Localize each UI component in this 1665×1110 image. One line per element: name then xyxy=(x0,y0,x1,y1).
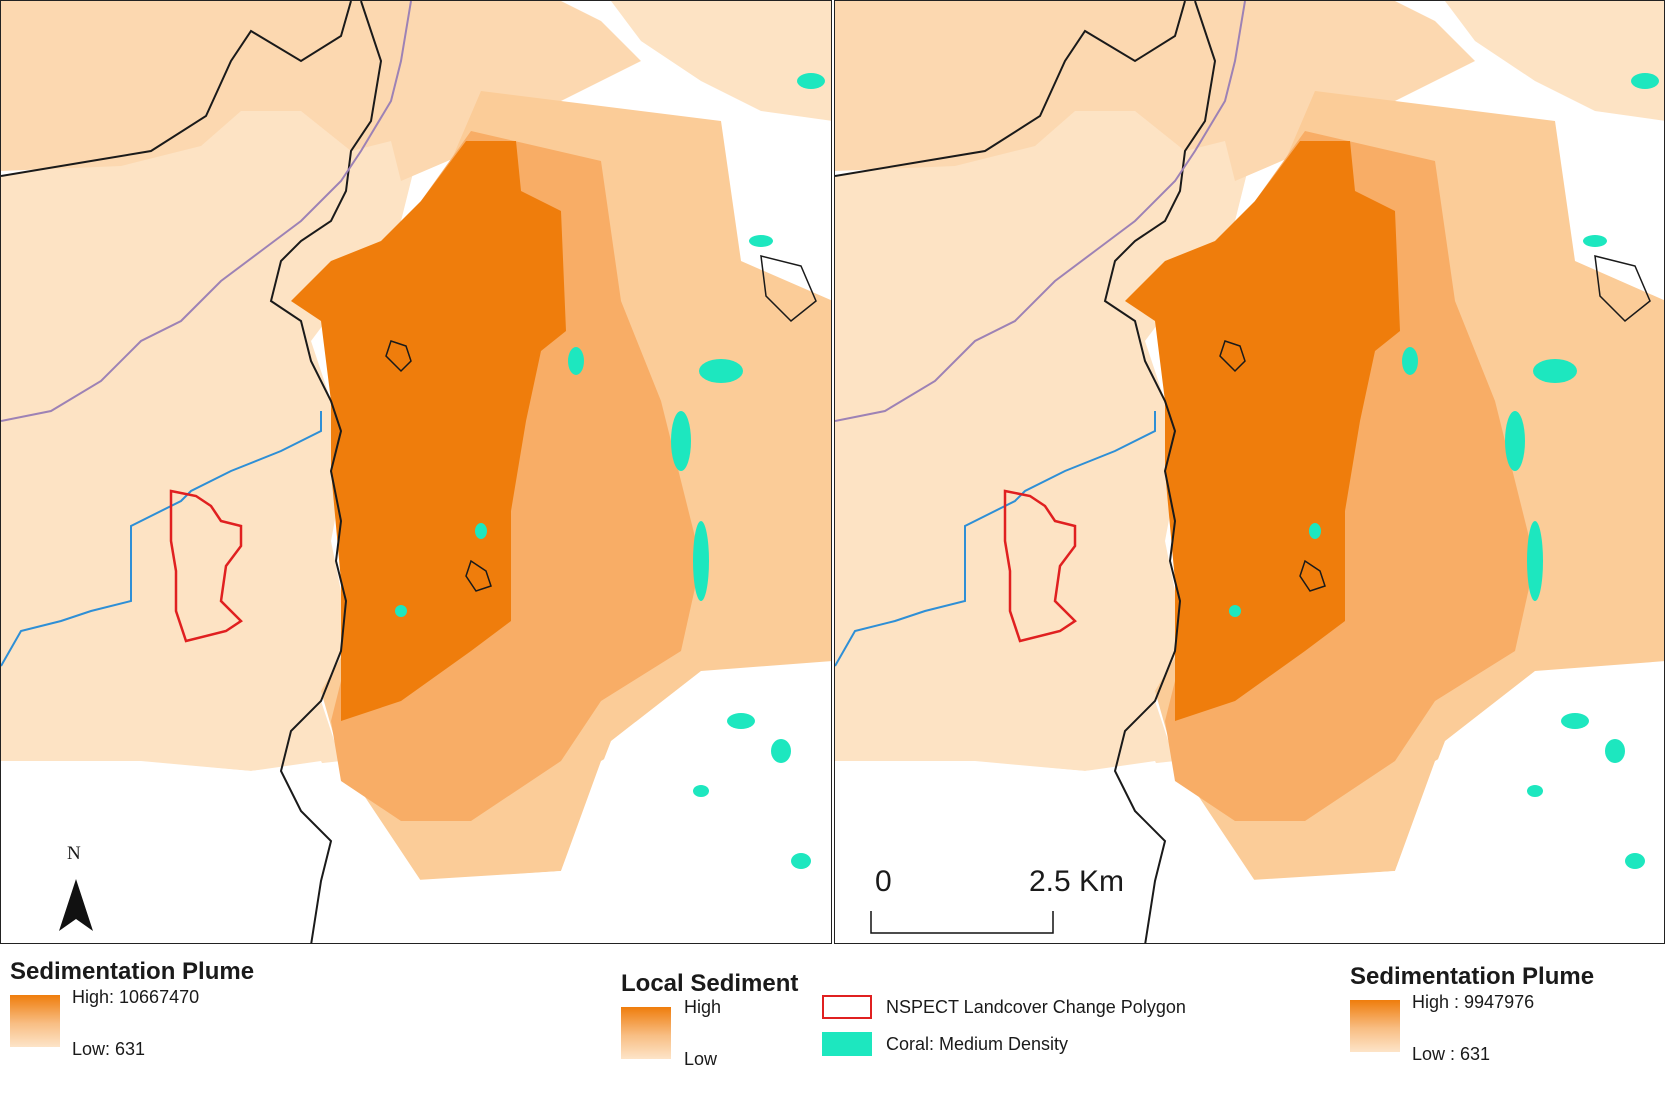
scale-bar xyxy=(870,911,1054,934)
sea-south xyxy=(835,701,1664,943)
coastline xyxy=(835,1,1217,943)
island-outline xyxy=(1219,340,1246,373)
island-outline xyxy=(385,340,412,373)
plume-high-zone xyxy=(291,141,566,721)
legend-right-low: Low : 631 xyxy=(1412,1044,1491,1064)
map-canvas-left xyxy=(1,1,831,943)
map-canvas-right xyxy=(835,1,1664,943)
east-island xyxy=(1445,1,1664,121)
island-outline-east xyxy=(760,255,817,323)
north-arrow-icon xyxy=(59,879,93,931)
polygon-swatch xyxy=(822,995,872,1019)
plume-high-zone xyxy=(1125,141,1400,721)
legend-center-low: Low xyxy=(684,1049,718,1069)
coral-patches xyxy=(1229,73,1659,869)
island-outline-south xyxy=(465,559,492,592)
east-island xyxy=(611,1,831,121)
island-outline-south xyxy=(1299,559,1326,592)
map-panel-left: N xyxy=(0,0,832,944)
coral-patches xyxy=(395,73,825,869)
legend-left-ramp xyxy=(10,995,60,1047)
road xyxy=(835,1,1246,422)
coral-legend-label: Coral: Medium Density xyxy=(886,1034,1069,1054)
river xyxy=(1,411,322,667)
map-panel-right: 0 2.5 Km xyxy=(834,0,1665,944)
legend-right-title: Sedimentation Plume xyxy=(1350,963,1595,990)
river xyxy=(835,411,1156,667)
sea-south xyxy=(1,701,831,943)
polygon-legend-label: NSPECT Landcover Change Polygon xyxy=(886,997,1186,1017)
legend-left-title: Sedimentation Plume xyxy=(10,958,255,985)
legend-right-ramp xyxy=(1350,1000,1400,1052)
legend-left-high: High: 10667470 xyxy=(72,987,200,1007)
island-outline-east xyxy=(1594,255,1651,323)
land-area xyxy=(1,91,416,771)
landcover-change-polygon xyxy=(1003,489,1077,643)
landcover-change-polygon xyxy=(169,489,243,643)
coral-swatch xyxy=(822,1032,872,1056)
legend-left-low: Low: 631 xyxy=(72,1039,146,1059)
scale-start-label: 0 xyxy=(875,865,892,898)
north-letter: N xyxy=(67,843,81,864)
road xyxy=(1,1,412,422)
land-area xyxy=(835,91,1250,771)
legend-center-high: High xyxy=(684,997,722,1017)
legend-center-title: Local Sediment xyxy=(621,970,799,997)
scale-end-label: 2.5 Km xyxy=(1029,865,1125,898)
legend-center-ramp xyxy=(621,1007,671,1059)
coastline xyxy=(1,1,383,943)
legend-right-high: High : 9947976 xyxy=(1412,992,1535,1012)
